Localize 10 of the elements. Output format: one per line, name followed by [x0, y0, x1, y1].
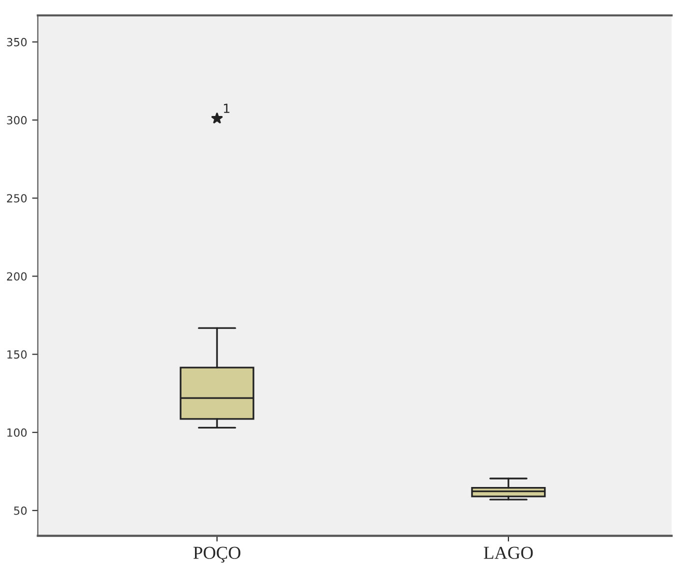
x-tick-label: POÇO [193, 546, 240, 563]
y-tick-label: 200 [6, 272, 27, 281]
y-tick-label: 350 [7, 38, 27, 46]
y-tick-label: 300 [7, 116, 27, 124]
x-tick-label: LAGO [484, 546, 533, 559]
annotation: 1 [224, 104, 230, 113]
y-tick-label: 150 [7, 350, 27, 359]
y-tick-label: 100 [7, 428, 27, 437]
y-tick-label: 50 [14, 506, 27, 515]
y-tick-label: 250 [6, 194, 27, 203]
